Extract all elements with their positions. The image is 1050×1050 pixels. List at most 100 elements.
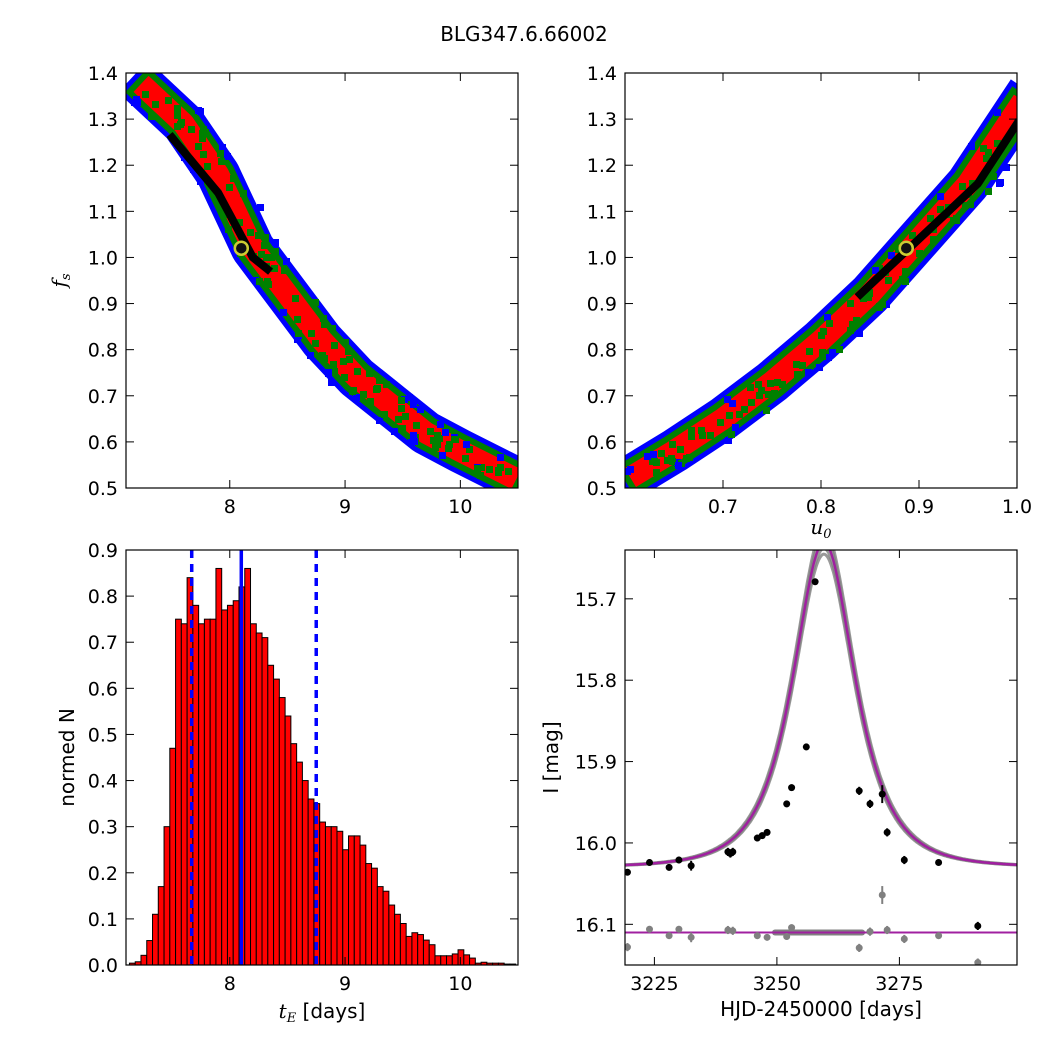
contour-pixel	[953, 215, 960, 222]
contour-pixel	[994, 140, 1001, 147]
contour-pixel	[688, 433, 695, 440]
contour-pixel	[406, 394, 413, 401]
histogram-bar	[244, 567, 252, 965]
histogram-bar	[192, 604, 200, 965]
contour-pixel	[281, 267, 288, 274]
panel-fs-vs-te: 8 9 10 0.5 0.6 0.7 0.8 0.9 1.0 1.1 1.2 1.3 1.4 fs	[47, 63, 519, 518]
contour-pixel	[353, 394, 360, 401]
contour-pixel	[221, 211, 228, 218]
histogram-bar	[221, 609, 228, 965]
contour-pixel	[698, 427, 705, 434]
histogram-bar	[446, 955, 453, 965]
contour-pixel	[856, 330, 863, 337]
histogram-bar	[215, 567, 223, 965]
y-tick-label: 15.8	[575, 670, 617, 692]
model-band-curve	[625, 550, 1017, 867]
contour-pixel	[398, 397, 405, 404]
contour-pixel	[865, 294, 872, 301]
label-base: t	[279, 999, 288, 1023]
data-point	[935, 858, 943, 866]
y-tick-label: 1.0	[88, 247, 118, 269]
x-tick-label: 1.0	[1002, 496, 1032, 518]
histogram-bar	[457, 949, 465, 965]
contour-pixel	[688, 427, 695, 434]
contour-pixel	[199, 135, 206, 142]
x-axis-label: u0	[810, 515, 831, 542]
histogram-bar	[307, 798, 315, 965]
contour-pixel	[724, 396, 731, 403]
contour-pixel	[261, 242, 268, 249]
histogram-bar	[232, 600, 240, 965]
contour-pixel	[413, 422, 420, 429]
data-point	[687, 862, 695, 870]
contour-pixel	[410, 432, 417, 439]
residual-point	[974, 959, 982, 965]
y-tick-label: 1.1	[88, 201, 118, 223]
contour-pixel	[816, 364, 823, 371]
x-tick-label: 8	[224, 973, 236, 995]
contour-pixel	[824, 314, 831, 321]
contour-pixel	[434, 441, 441, 448]
residual-point	[646, 925, 653, 933]
contour-pixel	[349, 388, 356, 395]
histogram-bar	[198, 623, 205, 965]
histogram-bar	[146, 940, 154, 965]
contour-pixel	[876, 265, 883, 272]
y-tick-label: 1.0	[587, 247, 617, 269]
model-band-curve	[625, 552, 1017, 867]
contour-pixel	[774, 379, 781, 386]
histogram-bar	[330, 826, 338, 965]
contour-pixel	[408, 439, 415, 446]
contour-pixel	[756, 392, 763, 399]
y-tick-label: 16.0	[575, 833, 617, 855]
contour-pixel	[825, 354, 832, 361]
y-tick-label: 1.3	[88, 109, 118, 131]
y-tick-label: 0.5	[587, 478, 617, 500]
y-tick-label: 0.7	[88, 632, 118, 654]
contour-pixel	[341, 374, 348, 381]
contour-pixel	[292, 295, 299, 302]
contour-pixel	[402, 413, 409, 420]
contour-1sigma	[133, 75, 518, 488]
contour-pixel	[262, 234, 269, 241]
lightcurve-layers	[625, 550, 1017, 965]
contour-pixel	[916, 250, 923, 257]
histogram-bar	[417, 934, 424, 965]
y-tick-label: 1.2	[88, 155, 118, 177]
contour-pixel	[997, 179, 1004, 186]
label-subscript: E	[286, 1011, 297, 1026]
contour-pixel	[819, 353, 826, 360]
best-fit-marker	[898, 240, 915, 256]
y-tick-label: 0.3	[88, 817, 118, 839]
contour-pixel	[885, 277, 892, 284]
contour-pixel	[442, 429, 449, 436]
label-subscript: 0	[823, 527, 831, 542]
histogram-bar	[324, 826, 332, 965]
contour-pixel	[255, 232, 262, 239]
contour-pixel	[225, 226, 232, 233]
contour-layers	[126, 73, 518, 488]
x-tick-label: 3250	[753, 973, 801, 995]
contour-pixel	[937, 193, 944, 200]
histogram-bar	[388, 904, 396, 965]
histogram-bar	[382, 890, 390, 965]
plot-frame	[624, 72, 1018, 489]
contour-pixel	[994, 109, 1001, 116]
contour-pixel	[899, 276, 906, 283]
contour-pixel	[794, 371, 801, 378]
data-point	[665, 863, 673, 871]
contour-pixel	[330, 361, 337, 368]
contour-pixel	[820, 328, 827, 335]
contour-pixel	[853, 317, 860, 324]
y-tick-label: 1.4	[587, 63, 617, 85]
contour-pixel	[888, 252, 895, 259]
contour-pixel	[726, 412, 733, 419]
contour-pixel	[747, 384, 754, 391]
histogram-bar	[451, 953, 459, 965]
residual-point	[788, 924, 796, 932]
contour-pixel	[271, 265, 278, 272]
contour-pixel	[748, 399, 755, 406]
contour-pixel	[675, 462, 682, 469]
histogram-bar	[284, 715, 292, 965]
